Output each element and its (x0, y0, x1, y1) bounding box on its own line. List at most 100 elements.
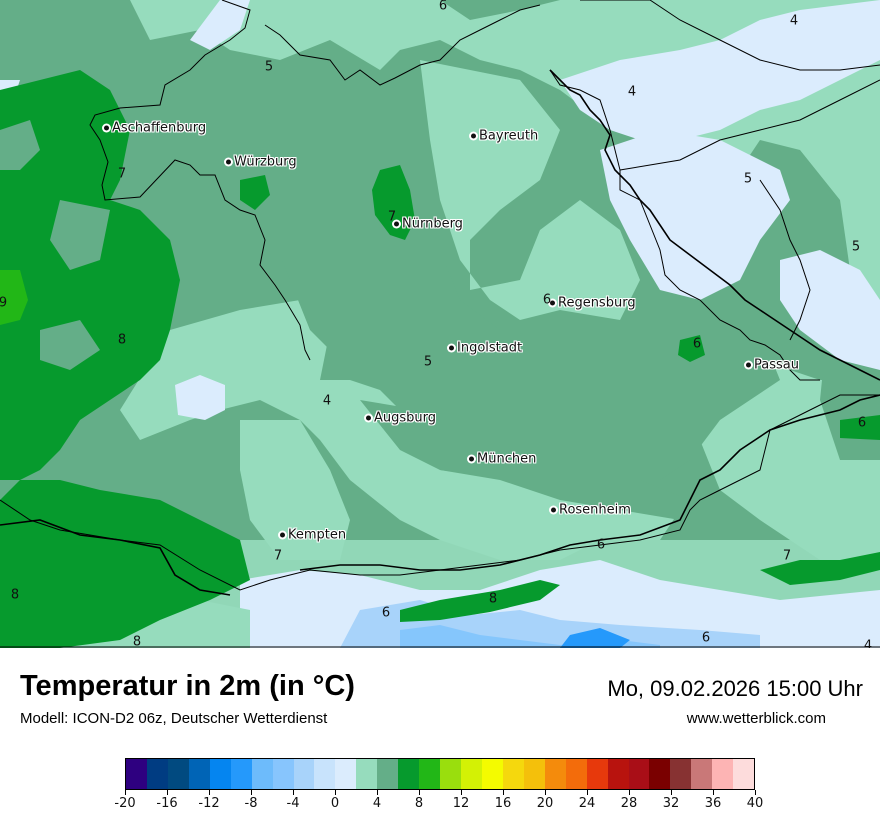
city-name: Regensburg (558, 295, 636, 311)
isotherm-label: 5 (743, 171, 753, 187)
tick-mark (125, 790, 126, 795)
city-dot-icon (449, 345, 454, 351)
isotherm-label: 5 (264, 59, 274, 75)
city-dot-icon (550, 300, 555, 306)
city-dot-icon (394, 221, 399, 227)
tick-mark (629, 790, 630, 795)
isotherm-label: 6 (692, 336, 702, 352)
isotherm-label: 6 (381, 605, 391, 621)
city-name: Nürnberg (402, 216, 463, 232)
tick-mark (461, 790, 462, 795)
isotherm-label: 7 (387, 209, 397, 225)
tick-mark (293, 790, 294, 795)
tick-mark (167, 790, 168, 795)
colorbar-segment (314, 759, 336, 789)
city-marker: Augsburg (366, 411, 436, 426)
city-marker: Bayreuth (471, 129, 538, 144)
tick-label: 16 (494, 796, 512, 811)
city-marker: Kempten (280, 528, 346, 543)
city-dot-icon (746, 362, 751, 368)
city-name: Rosenheim (559, 502, 631, 518)
colorbar-segment (544, 759, 566, 789)
footer: Temperatur in 2m (in °C) Modell: ICON-D2… (0, 648, 880, 830)
tick-mark (251, 790, 252, 795)
colorbar-segment (586, 759, 608, 789)
tick-label: 8 (414, 796, 424, 811)
colorbar-segment (649, 759, 671, 789)
temperature-map: Aschaffenburg Würzburg Bayreuth Nürnberg Reg… (0, 0, 880, 648)
map-title: Temperatur in 2m (in °C) (20, 670, 355, 702)
city-marker: Rosenheim (551, 503, 631, 518)
isotherm-label: 9 (0, 295, 8, 311)
colorbar-segment (691, 759, 713, 789)
isotherm-label: 6 (438, 0, 448, 14)
tick-mark (503, 790, 504, 795)
colorbar-segment (607, 759, 629, 789)
isotherm-label: 6 (857, 415, 867, 431)
tick-mark (587, 790, 588, 795)
city-name: Passau (754, 357, 799, 373)
colorbar-segment (440, 759, 461, 789)
city-name: München (477, 451, 537, 467)
isotherm-label: 4 (627, 84, 637, 100)
tick-mark (755, 790, 756, 795)
colorbar-segment (398, 759, 420, 789)
colorbar-segment (356, 759, 378, 789)
tick-label: 40 (746, 796, 764, 811)
city-name: Aschaffenburg (112, 120, 207, 136)
tick-label: 0 (330, 796, 340, 811)
colorbar-segment (461, 759, 482, 789)
isotherm-label: 7 (273, 548, 283, 564)
colorbar-segment (733, 759, 755, 789)
city-dot-icon (280, 532, 285, 538)
isotherm-label: 5 (423, 354, 433, 370)
tick-label: 36 (704, 796, 722, 811)
colorbar-segment (272, 759, 294, 789)
temperature-colorbar (125, 758, 755, 790)
colorbar-segment (502, 759, 524, 789)
city-marker: Aschaffenburg (104, 121, 206, 136)
colorbar-segment (188, 759, 210, 789)
city-name: Kempten (288, 527, 347, 543)
city-marker: Passau (746, 358, 799, 373)
tick-mark (713, 790, 714, 795)
city-name: Ingolstadt (457, 340, 523, 356)
isotherm-label: 4 (322, 393, 332, 409)
colorbar-segment (481, 759, 503, 789)
colorbar-segment (712, 759, 734, 789)
city-dot-icon (551, 507, 556, 513)
isotherm-label: 8 (10, 587, 20, 603)
colorbar-segment (251, 759, 273, 789)
tick-label: 4 (372, 796, 382, 811)
colorbar-segment (523, 759, 545, 789)
tick-label: -20 (114, 796, 136, 811)
tick-mark (671, 790, 672, 795)
city-name: Bayreuth (479, 128, 539, 144)
colorbar-segment (335, 759, 357, 789)
isotherm-label: 6 (701, 630, 711, 646)
temperature-field (0, 0, 880, 648)
tick-label: 24 (578, 796, 596, 811)
colorbar-segment (126, 759, 147, 789)
city-marker: Nürnberg (394, 217, 463, 232)
city-dot-icon (226, 159, 231, 165)
website-link[interactable]: www.wetterblick.com (686, 710, 826, 727)
isotherm-label: 6 (596, 537, 606, 553)
city-dot-icon (469, 456, 474, 462)
tick-label: 12 (452, 796, 470, 811)
tick-mark (545, 790, 546, 795)
colorbar-segment (146, 759, 168, 789)
colorbar-segment (230, 759, 252, 789)
city-dot-icon (104, 125, 109, 131)
tick-label: -16 (156, 796, 178, 811)
isotherm-label: 8 (488, 591, 498, 607)
tick-label: -4 (286, 796, 300, 811)
tick-mark (419, 790, 420, 795)
colorbar-segment (419, 759, 441, 789)
tick-label: 28 (620, 796, 638, 811)
city-dot-icon (471, 133, 476, 139)
isotherm-label: 4 (789, 13, 799, 29)
colorbar-segment (167, 759, 189, 789)
tick-label: 20 (536, 796, 554, 811)
model-source: Modell: ICON-D2 06z, Deutscher Wetterdie… (20, 710, 328, 727)
